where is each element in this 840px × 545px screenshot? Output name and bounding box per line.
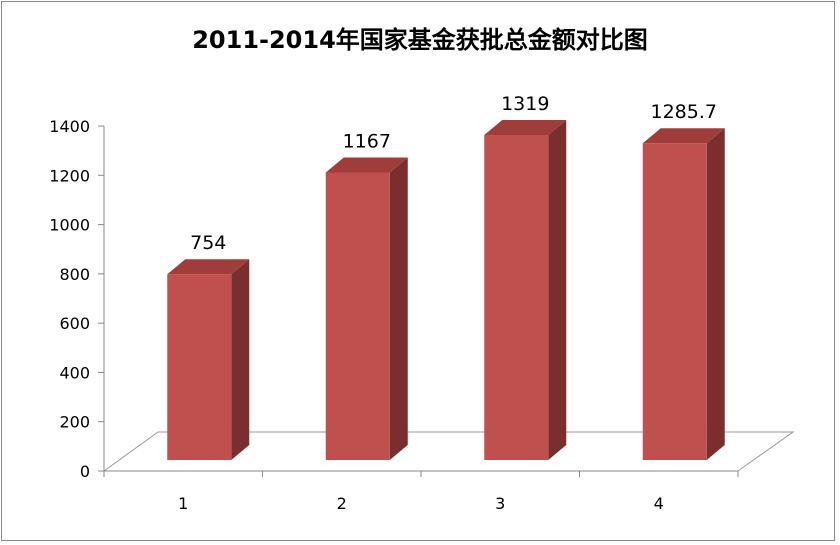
data-label: 1319 [501, 93, 549, 115]
y-tick-label: 0 [80, 462, 90, 481]
data-label: 754 [190, 232, 226, 254]
y-tick-label: 1000 [49, 216, 90, 235]
bar [484, 135, 549, 460]
bar-top [167, 259, 250, 275]
y-tick-label: 600 [59, 314, 90, 333]
bar-side [231, 259, 250, 460]
y-tick-label: 800 [59, 265, 90, 284]
y-tick-label: 400 [59, 363, 90, 382]
data-label: 1167 [343, 130, 391, 152]
x-tick-label: 1 [178, 494, 188, 513]
bar [167, 274, 232, 460]
data-label: 1285.7 [651, 101, 717, 123]
bar-side [548, 120, 567, 460]
bar-top [325, 157, 408, 173]
bar-side [706, 128, 725, 460]
x-tick-label: 4 [654, 494, 664, 513]
bar [642, 143, 707, 460]
bar [325, 172, 390, 460]
y-tick-label: 200 [59, 413, 90, 432]
bar-top [642, 128, 725, 144]
chart-title: 2011-2014年国家基金获批总金额对比图 [192, 26, 648, 54]
x-tick-label: 2 [337, 494, 347, 513]
bar-top [484, 120, 567, 135]
bar-side [389, 157, 408, 460]
y-tick-label: 1200 [49, 166, 90, 185]
x-tick-label: 3 [495, 494, 505, 513]
y-tick-label: 1400 [49, 117, 90, 136]
